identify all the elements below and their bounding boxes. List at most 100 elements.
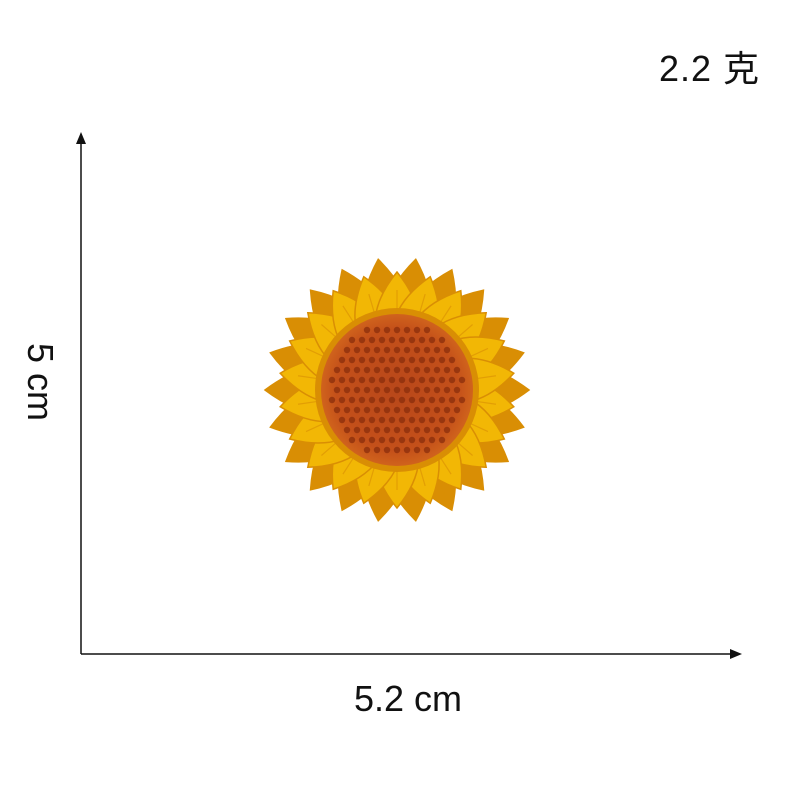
seed-dot — [418, 396, 426, 404]
seed-dot — [413, 406, 421, 414]
seed-dot — [413, 446, 421, 454]
seed-dot — [368, 436, 376, 444]
seed-dot — [338, 356, 346, 364]
seed-dot — [363, 366, 371, 374]
seed-dot — [438, 436, 446, 444]
seed-dot — [428, 376, 436, 384]
seed-dot — [448, 376, 456, 384]
seed-dot — [383, 326, 391, 334]
weight-label: 2.2 克 — [658, 48, 760, 89]
seed-dot — [328, 396, 336, 404]
seed-dot — [383, 426, 391, 434]
seed-dot — [433, 386, 441, 394]
seed-dot — [378, 336, 386, 344]
seed-dot — [383, 386, 391, 394]
seed-dot — [393, 406, 401, 414]
seed-dot — [423, 386, 431, 394]
seed-dot — [368, 416, 376, 424]
seed-dot — [448, 396, 456, 404]
seed-dot — [423, 346, 431, 354]
seed-dot — [433, 426, 441, 434]
seed-dot — [408, 356, 416, 364]
seed-dot — [418, 436, 426, 444]
seed-dot — [438, 336, 446, 344]
seed-dot — [423, 366, 431, 374]
seed-dot — [363, 446, 371, 454]
seed-dot — [343, 426, 351, 434]
seed-dot — [333, 386, 341, 394]
seed-dot — [393, 346, 401, 354]
seed-dot — [418, 376, 426, 384]
seed-dot — [343, 346, 351, 354]
seed-dot — [428, 396, 436, 404]
seed-dot — [363, 386, 371, 394]
seed-dot — [413, 386, 421, 394]
seed-dot — [433, 346, 441, 354]
seed-dot — [408, 376, 416, 384]
seed-dot — [383, 406, 391, 414]
seed-dot — [373, 386, 381, 394]
seed-dot — [358, 416, 366, 424]
seed-dot — [408, 416, 416, 424]
seed-dot — [353, 406, 361, 414]
seed-dot — [338, 396, 346, 404]
seed-dot — [453, 406, 461, 414]
seed-dot — [333, 406, 341, 414]
seed-dot — [373, 366, 381, 374]
petals — [263, 258, 531, 522]
seed-dot — [348, 376, 356, 384]
seed-dot — [388, 336, 396, 344]
seed-dot — [438, 416, 446, 424]
vertical-axis — [76, 132, 86, 654]
seed-dot — [403, 406, 411, 414]
seed-dot — [428, 356, 436, 364]
seed-dot — [398, 416, 406, 424]
seed-dot — [353, 386, 361, 394]
seed-dot — [353, 426, 361, 434]
seed-dot — [388, 356, 396, 364]
seed-dot — [423, 326, 431, 334]
seed-dot — [388, 376, 396, 384]
seed-dot — [333, 366, 341, 374]
seed-dot — [328, 376, 336, 384]
seed-dot — [383, 446, 391, 454]
seed-dot — [403, 346, 411, 354]
seed-dot — [418, 356, 426, 364]
seed-dot — [438, 356, 446, 364]
seed-dot — [338, 416, 346, 424]
seed-dot — [393, 446, 401, 454]
seed-dot — [388, 416, 396, 424]
seed-dot — [443, 406, 451, 414]
seed-dot — [413, 426, 421, 434]
seed-dot — [393, 326, 401, 334]
seed-dot — [443, 386, 451, 394]
seed-dot — [458, 376, 466, 384]
seed-dot — [428, 436, 436, 444]
seed-dot — [378, 436, 386, 444]
seed-dot — [398, 396, 406, 404]
seed-dot — [438, 396, 446, 404]
seed-dot — [403, 446, 411, 454]
seed-dot — [428, 336, 436, 344]
seed-dot — [378, 396, 386, 404]
seed-dot — [348, 396, 356, 404]
seed-dot — [413, 326, 421, 334]
seed-dot — [423, 406, 431, 414]
seed-dot — [368, 336, 376, 344]
seed-dot — [368, 396, 376, 404]
seed-dot — [358, 376, 366, 384]
seed-dot — [458, 396, 466, 404]
seed-dot — [378, 376, 386, 384]
seed-dot — [418, 416, 426, 424]
seed-dot — [398, 336, 406, 344]
seed-dot — [398, 376, 406, 384]
seed-dot — [363, 326, 371, 334]
seed-dot — [358, 336, 366, 344]
seed-dot — [373, 406, 381, 414]
arrow-up-icon — [76, 132, 86, 144]
seed-dot — [438, 376, 446, 384]
seed-dot — [453, 386, 461, 394]
seed-dot — [408, 436, 416, 444]
seed-dot — [403, 426, 411, 434]
